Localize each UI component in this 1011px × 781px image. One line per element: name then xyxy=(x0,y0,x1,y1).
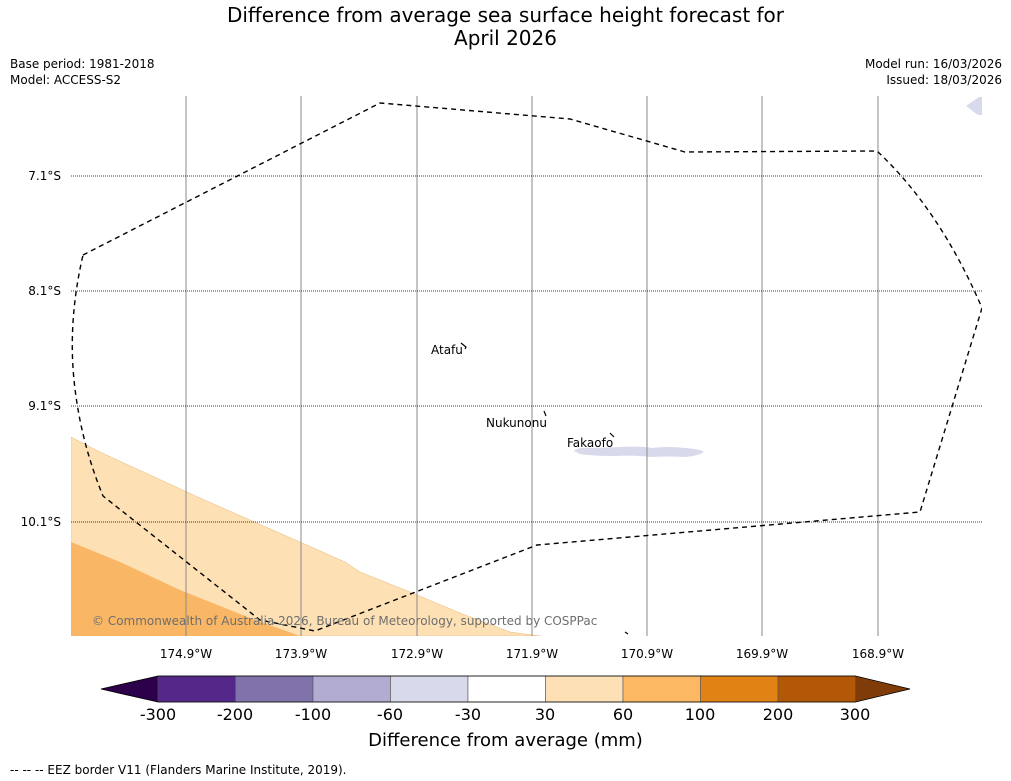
colorbar-segment xyxy=(157,675,236,703)
base-period: Base period: 1981-2018 xyxy=(10,57,155,71)
lat-label: 9.1°S xyxy=(28,399,61,413)
colorbar-label: Difference from average (mm) xyxy=(368,730,643,751)
eez-border xyxy=(71,102,982,632)
lon-label: 174.9°W xyxy=(159,647,213,661)
lon-label: 170.9°W xyxy=(620,647,674,661)
lat-label: 10.1°S xyxy=(20,515,61,529)
model-run: Model run: 16/03/2026 xyxy=(864,57,1002,71)
copyright-notice: © Commonwealth of Australia 2026, Bureau… xyxy=(92,614,598,628)
lon-label: 169.9°W xyxy=(735,647,789,661)
anomaly-region-neg-30-60 xyxy=(574,446,704,457)
title-line-1: Difference from average sea surface heig… xyxy=(226,3,785,27)
lon-label: 168.9°W xyxy=(851,647,905,661)
place-label-nukunonu: Nukunonu xyxy=(486,416,547,430)
colorbar-tick-label: -60 xyxy=(376,705,404,724)
colorbar-segment xyxy=(622,675,701,703)
eez-legend-note: -- -- -- EEZ border V11 (Flanders Marine… xyxy=(10,763,347,777)
colorbar-tick-label: -30 xyxy=(454,705,482,724)
colorbar-tick-label: -200 xyxy=(216,705,254,724)
colorbar-segment xyxy=(312,675,391,703)
colorbar-segment xyxy=(467,675,546,703)
meta-left: Base period: 1981-2018 Model: ACCESS-S2 xyxy=(10,56,155,88)
colorbar-tick-label: 100 xyxy=(684,705,716,724)
anomaly-region-neg-corner xyxy=(966,97,982,115)
lat-label: 8.1°S xyxy=(28,284,61,298)
colorbar-segment xyxy=(700,675,779,703)
lon-label: 173.9°W xyxy=(274,647,328,661)
model-name: Model: ACCESS-S2 xyxy=(10,73,122,87)
place-label-fakaofo: Fakaofo xyxy=(567,436,614,450)
colorbar-tick-label: 30 xyxy=(534,705,556,724)
anomaly-region-30-60 xyxy=(71,436,541,636)
anomaly-region-60-100 xyxy=(71,542,300,636)
map-area xyxy=(71,96,982,636)
lon-label: 172.9°W xyxy=(390,647,444,661)
longitude-gridlines xyxy=(185,96,879,636)
lat-label: 7.1°S xyxy=(28,169,61,183)
meta-right: Model run: 16/03/2026 Issued: 18/03/2026 xyxy=(865,56,1002,88)
colorbar-segment xyxy=(777,675,856,703)
chart-title: Difference from average sea surface heig… xyxy=(0,4,1011,50)
colorbar-extend-min xyxy=(101,676,158,702)
colorbar-tick-label: -300 xyxy=(139,705,177,724)
colorbar xyxy=(100,675,911,703)
colorbar-tick-label: 200 xyxy=(762,705,794,724)
place-label-atafu: Atafu xyxy=(431,343,463,357)
colorbar-segment xyxy=(545,675,624,703)
colorbar-outline xyxy=(100,675,911,703)
colorbar-tick-label: 300 xyxy=(839,705,871,724)
issued-date: Issued: 18/03/2026 xyxy=(886,73,1002,87)
lon-label: 171.9°W xyxy=(505,647,559,661)
title-line-2: April 2026 xyxy=(454,26,557,50)
colorbar-tick-label: 60 xyxy=(612,705,634,724)
colorbar-segment xyxy=(235,675,314,703)
colorbar-segment xyxy=(390,675,469,703)
colorbar-extend-max xyxy=(855,676,910,702)
atoll-marks xyxy=(460,342,629,635)
colorbar-tick-label: -100 xyxy=(294,705,332,724)
